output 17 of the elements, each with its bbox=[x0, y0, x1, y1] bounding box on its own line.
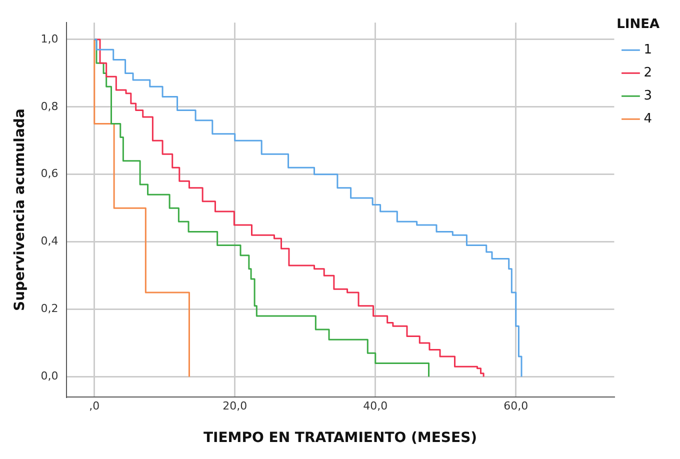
y-tick-label: 0,0 bbox=[40, 370, 58, 383]
x-axis-title: TIEMPO EN TRATAMIENTO (MESES) bbox=[203, 430, 478, 446]
y-tick-label: 1,0 bbox=[40, 32, 58, 46]
y-tick-label: 0,8 bbox=[40, 100, 58, 113]
y-axis-title: Supervivencia acumulada bbox=[12, 108, 28, 311]
legend-label: 1 bbox=[644, 42, 652, 58]
x-tick-label: 40,0 bbox=[363, 399, 388, 412]
legend-title: LINEA bbox=[616, 16, 660, 32]
y-tick-label: 0,2 bbox=[40, 302, 58, 316]
legend-label: 3 bbox=[644, 88, 652, 104]
legend-label: 2 bbox=[644, 65, 652, 80]
legend-label: 4 bbox=[644, 111, 652, 126]
x-tick-label: ,0 bbox=[89, 399, 100, 412]
x-tick-label: 60,0 bbox=[504, 399, 528, 412]
y-tick-label: 0,4 bbox=[40, 234, 58, 248]
y-tick-label: 0,6 bbox=[40, 167, 58, 180]
x-tick-label: 20,0 bbox=[222, 399, 248, 412]
